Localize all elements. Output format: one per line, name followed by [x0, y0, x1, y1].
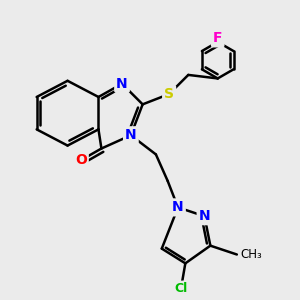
Text: O: O	[75, 153, 87, 167]
Text: N: N	[116, 77, 128, 91]
Text: N: N	[172, 200, 184, 214]
Text: F: F	[213, 32, 223, 45]
Text: Cl: Cl	[174, 282, 188, 296]
Text: N: N	[125, 128, 137, 142]
Text: CH₃: CH₃	[240, 248, 262, 261]
Text: N: N	[199, 209, 210, 223]
Text: S: S	[164, 87, 174, 101]
